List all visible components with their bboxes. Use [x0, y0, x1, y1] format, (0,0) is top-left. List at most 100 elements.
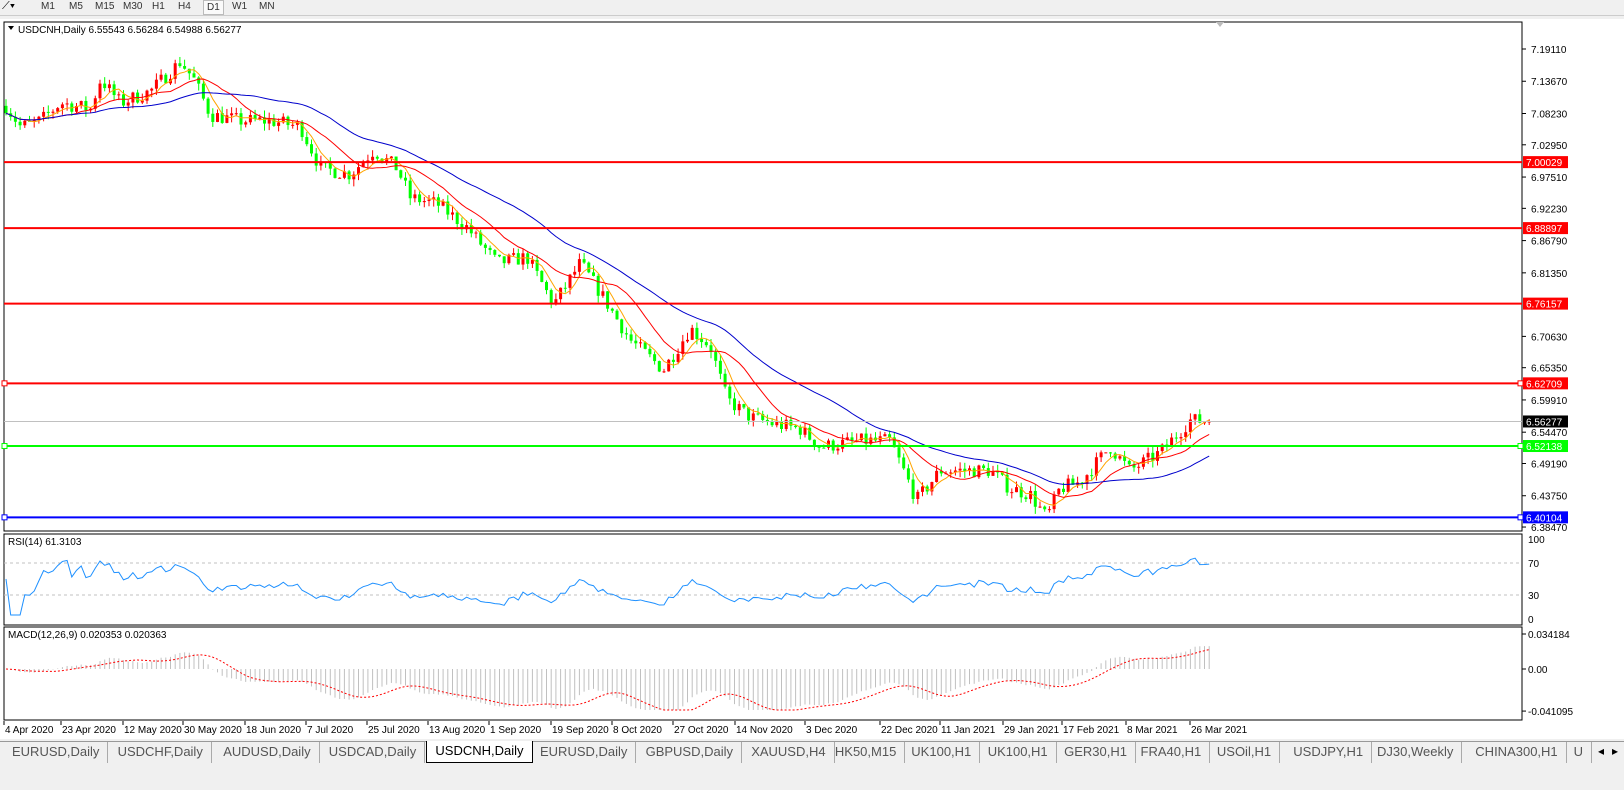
chart-tab[interactable]: HK50,M15 [827, 742, 906, 763]
candle-body [159, 74, 163, 80]
candle-body [122, 94, 125, 106]
candle-body [126, 102, 130, 106]
chart-tab[interactable]: USOil,H1 [1209, 742, 1281, 763]
shift-marker-icon [1216, 22, 1224, 27]
candle-body [469, 225, 473, 234]
candle-body [4, 105, 8, 114]
chart-tab[interactable]: USDCHF,Daily [110, 742, 212, 763]
timeframe-M5[interactable]: M5 [69, 1, 83, 12]
timeframe-M30[interactable]: M30 [123, 1, 143, 12]
chart-title: USDCNH,Daily 6.55543 6.56284 6.54988 6.5… [18, 25, 242, 36]
candle-body [441, 201, 445, 206]
candle-body [624, 333, 628, 335]
candle-body [690, 327, 694, 340]
chart-tab[interactable]: U [1566, 742, 1592, 763]
candle-body [65, 103, 69, 105]
candle-body [845, 437, 849, 440]
candle-body [300, 122, 304, 138]
chart-tab[interactable]: GBPUSD,Daily [638, 742, 743, 763]
scroll-right-icon[interactable]: ▸ [1612, 744, 1619, 758]
candle-body [972, 468, 976, 478]
date-tick-label: 27 Oct 2020 [674, 725, 729, 736]
price-tick-label: 6.97510 [1531, 173, 1568, 184]
date-tick-label: 23 Apr 2020 [62, 725, 116, 736]
chart-tab[interactable]: UK100,H1 [980, 742, 1057, 763]
timeframe-H1[interactable]: H1 [152, 1, 165, 12]
candle-body [888, 434, 892, 438]
candle-body [1066, 478, 1070, 492]
candle-body [521, 253, 525, 265]
chart-tab[interactable]: EURUSD,Daily [4, 742, 109, 763]
chart-tab[interactable]: GER30,H1 [1056, 742, 1136, 763]
draw-tools-icon[interactable]: ⟋▾ [2, 0, 16, 12]
level-price-badge [1523, 156, 1568, 169]
candle-body [1146, 452, 1150, 458]
candle-body [695, 327, 699, 340]
candle-body [244, 122, 248, 125]
level-price-badge [1523, 222, 1568, 235]
timeframe-D1[interactable]: D1 [203, 0, 224, 15]
candle-body [803, 427, 807, 435]
candle-body [596, 275, 600, 296]
candle-body [502, 256, 506, 264]
candle-body [352, 174, 356, 180]
level-price-badge [1523, 377, 1568, 390]
date-tick-label: 3 Dec 2020 [806, 725, 858, 736]
level-handle-left [1, 514, 8, 521]
chart-tab[interactable]: XAUUSD,H4 [743, 742, 835, 763]
candle-body [747, 407, 751, 421]
candle-body [704, 342, 708, 346]
candle-body [389, 156, 393, 159]
price-chart[interactable]: USDCNH,Daily 6.55543 6.56284 6.54988 6.5… [0, 19, 1624, 739]
candle-body [657, 361, 661, 372]
candle-body [822, 447, 826, 449]
candle-body [859, 433, 863, 441]
chart-window[interactable]: USDCNH,Daily 6.55543 6.56284 6.54988 6.5… [0, 19, 1624, 739]
candle-body [686, 339, 689, 342]
candle-body [1047, 509, 1051, 511]
candle-body [1123, 456, 1127, 461]
date-tick-label: 25 Jul 2020 [368, 725, 420, 736]
date-tick-label: 8 Oct 2020 [613, 725, 662, 736]
candle-body [606, 291, 610, 309]
timeframe-MN[interactable]: MN [259, 1, 275, 12]
candle-body [784, 419, 788, 429]
chart-tab[interactable]: DJ30,Weekly [1369, 742, 1463, 763]
timeframe-W1[interactable]: W1 [232, 1, 247, 12]
price-tick-label: 6.86790 [1531, 237, 1568, 248]
candle-body [812, 439, 816, 447]
candle-body [93, 98, 97, 109]
chart-tab[interactable]: UK100,H1 [903, 742, 981, 763]
chart-tab[interactable]: FRA40,H1 [1133, 742, 1211, 763]
candle-body [1010, 492, 1014, 494]
timeframe-M1[interactable]: M1 [41, 1, 55, 12]
price-tick-label: 7.02950 [1531, 141, 1568, 152]
chart-tab[interactable]: USDCAD,Daily [321, 742, 426, 763]
chart-tab[interactable]: USDCNH,Daily [426, 741, 533, 763]
candle-body [977, 465, 981, 478]
candle-body [512, 253, 516, 255]
timeframe-M15[interactable]: M15 [95, 1, 115, 12]
chart-tab[interactable]: EURUSD,Daily [532, 742, 637, 763]
candle-body [817, 446, 821, 448]
scroll-left-icon[interactable]: ◂ [1598, 744, 1605, 758]
timeframe-H4[interactable]: H4 [178, 1, 191, 12]
chart-tab[interactable]: USDJPY,H1 [1285, 742, 1373, 763]
candle-body [422, 201, 426, 203]
candle-body [1188, 419, 1192, 433]
chart-tab[interactable]: CHINA300,H1 [1467, 742, 1567, 763]
price-tick-label: 6.65350 [1531, 364, 1568, 375]
level-handle-right [1517, 514, 1524, 521]
candle-body [18, 121, 22, 126]
candle-body [540, 270, 544, 282]
candle-body [474, 232, 478, 234]
candle-body [446, 201, 450, 215]
candle-body [1170, 437, 1174, 447]
chart-tab[interactable]: AUDUSD,Daily [215, 742, 320, 763]
candle-body [488, 247, 492, 251]
candle-body [1057, 488, 1061, 495]
candle-body [568, 274, 572, 288]
candle-body [982, 465, 986, 469]
candle-body [728, 386, 732, 399]
macd-tick-label: 0.00 [1528, 665, 1548, 676]
